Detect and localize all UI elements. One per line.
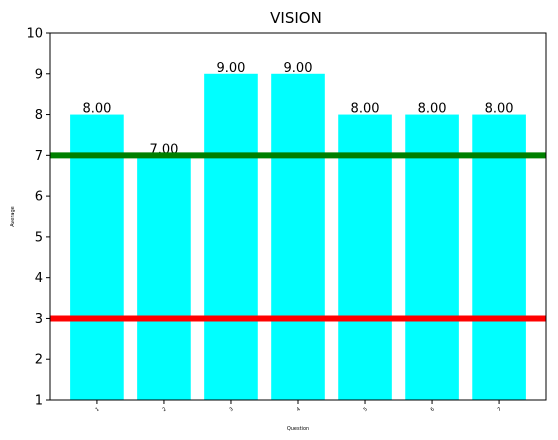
x-axis-label: Question	[287, 426, 309, 432]
y-axis-label: Average	[10, 206, 16, 227]
y-tick-label: 10	[26, 27, 43, 42]
x-axis: 1 2 3 4 5 6 7	[94, 400, 503, 413]
bars-group	[70, 73, 526, 401]
x-tick-label: 3	[229, 406, 235, 413]
y-tick-label: 9	[35, 67, 43, 82]
bar-7	[472, 114, 526, 401]
data-labels-group: 8.007.009.00 9.008.00 8.00 8.00	[82, 61, 513, 158]
y-tick-label: 7	[35, 149, 43, 164]
y-tick-label: 1	[35, 394, 43, 409]
y-axis: 1 2 3 4 5 6 7 8 9 10	[26, 27, 50, 409]
bar-6	[405, 114, 459, 401]
data-label-7: 8.00	[485, 102, 514, 117]
reference-lines-group	[50, 152, 546, 322]
bar-4	[271, 73, 325, 401]
data-label-5: 8.00	[351, 102, 380, 117]
bar-1	[70, 114, 124, 401]
y-tick-label: 6	[35, 190, 43, 205]
x-tick-label: 4	[296, 406, 302, 413]
bar-3	[204, 73, 258, 401]
chart-title: VISION	[270, 9, 322, 27]
y-tick-label: 2	[35, 353, 43, 368]
plot-frame	[49, 32, 547, 401]
data-label-6: 8.00	[418, 102, 447, 117]
data-label-4: 9.00	[284, 61, 313, 76]
data-label-1: 8.00	[82, 102, 111, 117]
x-tick-label: 6	[430, 406, 436, 413]
y-tick-label: 3	[35, 312, 43, 327]
x-tick-label: 7	[497, 406, 503, 413]
x-tick-label: 5	[363, 406, 369, 413]
x-tick-label: 1	[94, 406, 100, 413]
data-label-3: 9.00	[216, 61, 245, 76]
x-tick-label: 2	[161, 406, 167, 413]
y-tick-label: 8	[35, 108, 43, 123]
y-tick-label: 4	[35, 271, 43, 286]
y-tick-label: 5	[35, 230, 43, 245]
bar-2	[137, 155, 191, 400]
bar-5	[338, 114, 392, 401]
